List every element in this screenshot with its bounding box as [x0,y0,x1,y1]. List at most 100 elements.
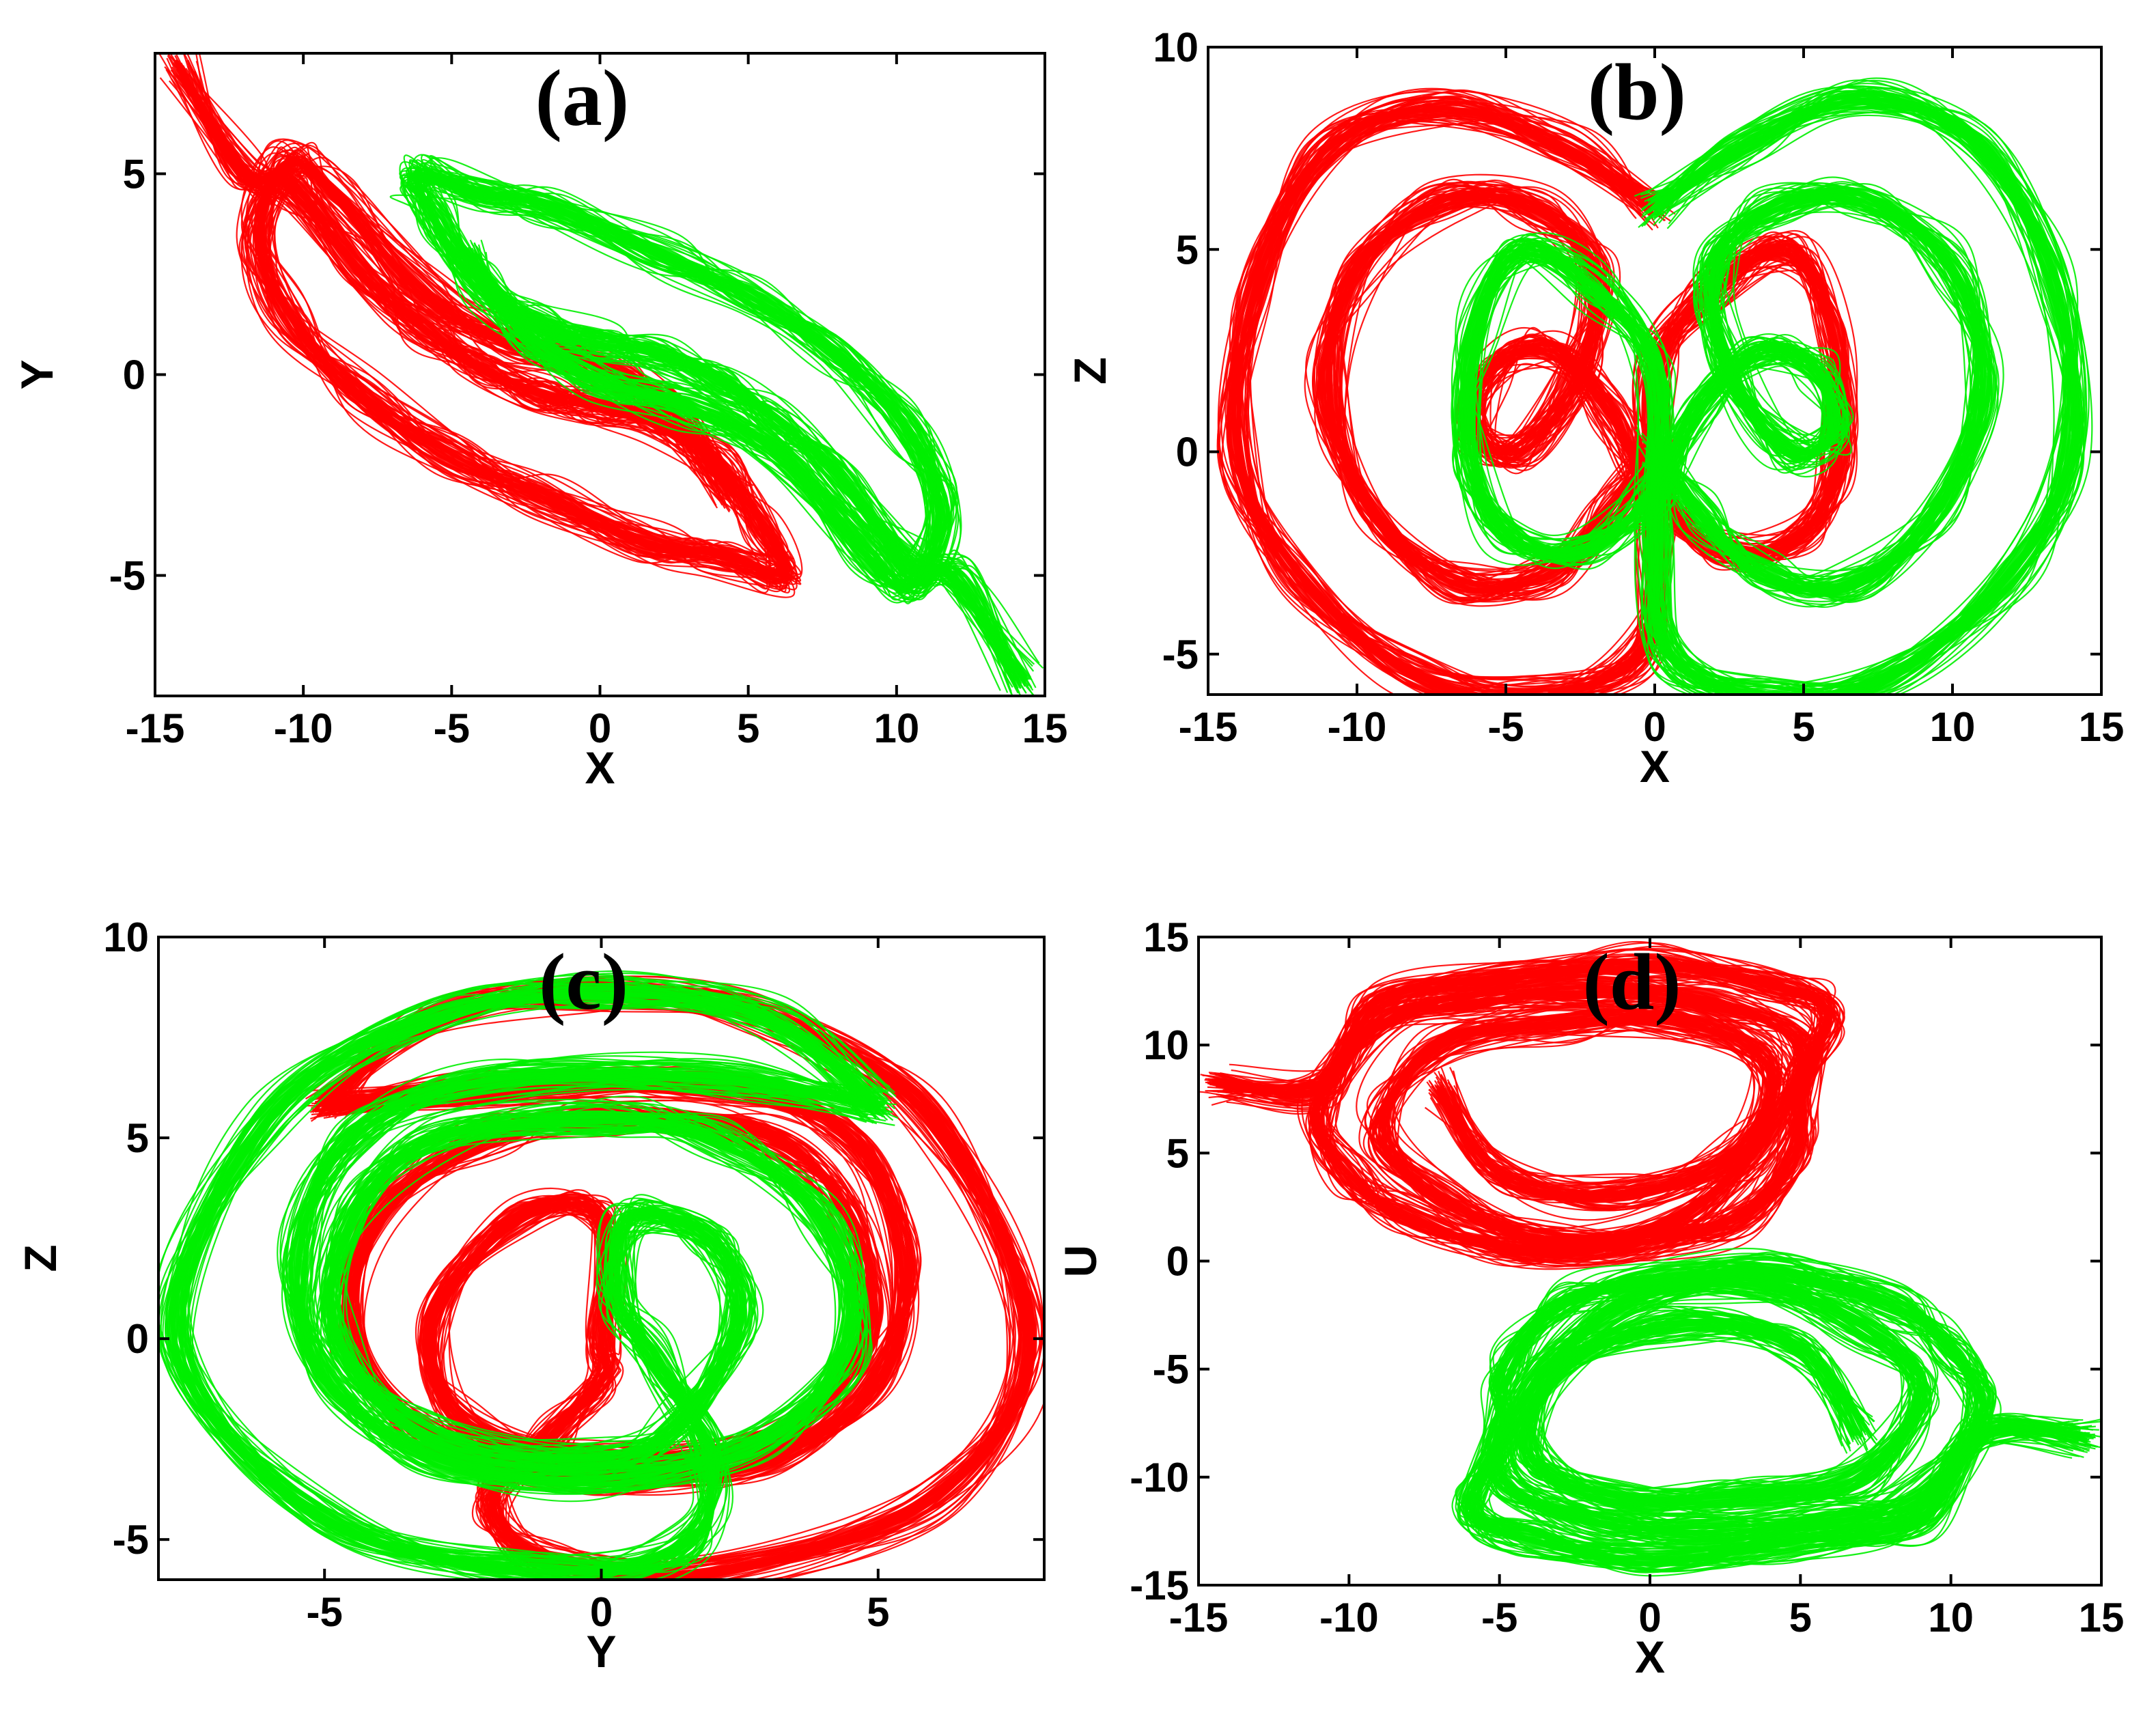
x-tick-label: 0 [1643,704,1666,750]
y-tick-label: 5 [1176,227,1199,272]
plot-area: -15 -10 -5 0 5 10 15 -5 0 5 10 X Z (b) [1065,25,2124,792]
x-tick-label: 10 [1930,704,1976,750]
trajectory-line [1451,77,2078,695]
trajectory-line [1218,116,1834,695]
y-tick-label: 0 [1176,430,1199,475]
x-axis-label: X [1640,741,1670,792]
trajectory-line [1472,86,2077,695]
y-tick-label: -5 [1162,632,1199,677]
trajectory-line [1466,1270,2092,1550]
trajectory-line [1460,102,2075,695]
trajectory-line [198,53,801,582]
trajectory-line [185,68,783,570]
panel-d: -15 -10 -5 0 5 10 15 -15 -10 -5 0 5 10 15 X U (d) [1055,914,2124,1682]
trajectory-line [1478,1272,2086,1557]
trajectory-line [191,1003,878,1580]
x-tick-label: 5 [1789,1595,1812,1640]
y-tick-label: -5 [109,553,145,599]
x-axis-label: Y [586,1626,616,1677]
trajectory-line [406,171,1013,681]
y-tick-label: 10 [1153,25,1199,70]
trajectory-line [1239,96,1846,695]
y-tick-label: -5 [113,1517,149,1563]
trajectory-line [410,173,1021,687]
series-green [1451,77,2093,695]
x-tick-label: -15 [1179,704,1238,750]
series-red [158,53,803,598]
y-tick-label: 5 [123,151,145,197]
panel-letter: (b) [1588,47,1686,137]
y-tick-label: 10 [103,914,149,960]
x-axis-label: X [585,742,615,793]
x-tick-label: 5 [737,705,759,751]
x-tick-label: 10 [1928,1595,1974,1640]
panel-letter: (a) [535,53,630,143]
series-green [1451,1247,2101,1577]
x-tick-label: -10 [274,705,333,751]
series-green [158,970,899,1580]
y-axis-label: Y [12,359,62,389]
x-tick-label: -15 [126,705,185,751]
trajectory-line [1464,94,2081,695]
x-tick-label: -10 [1328,704,1387,750]
trajectory-line [1237,89,1834,695]
y-tick-label: 0 [1166,1239,1189,1285]
trajectory-line [182,993,893,1580]
x-tick-label: -5 [1487,704,1524,750]
x-tick-label: 5 [1792,704,1815,750]
x-tick-label: 10 [873,705,919,751]
series-red [1216,87,1859,695]
trajectory-line [1459,1274,2081,1572]
series-red [1199,940,1845,1270]
plot-area: -15 -10 -5 0 5 10 15 -15 -10 -5 0 5 10 15 X U (d) [1055,914,2124,1682]
trajectory-line [399,170,1022,689]
x-tick-label: 0 [589,705,611,751]
x-tick-label: 15 [1022,705,1068,751]
trajectory-line [1229,102,1845,695]
series-green [389,154,1044,696]
trajectory-line [415,171,1023,681]
y-tick-label: 5 [126,1115,149,1161]
trajectory-line [190,68,790,593]
trajectory-line [1460,94,2080,695]
y-tick-label: 0 [123,352,145,398]
panel-a: -15 -10 -5 0 5 10 15 -5 0 5 X Y (a) [12,52,1067,793]
trajectory-line [421,184,1016,680]
y-tick-label: 10 [1143,1022,1189,1068]
y-tick-label: -10 [1130,1455,1189,1500]
trajectory-line [1464,106,2081,695]
trajectory-line [417,171,1033,681]
x-tick-label: -5 [307,1589,343,1635]
trajectory-line [427,169,1031,680]
x-tick-label: -5 [434,705,470,751]
trajectory-line [1243,89,1834,680]
x-tick-label: 0 [1638,1595,1661,1640]
y-tick-label: 15 [1143,914,1189,960]
trajectories [158,53,1044,696]
trajectory-line [404,178,1034,696]
y-tick-label: -5 [1153,1347,1189,1393]
panel-b: -15 -10 -5 0 5 10 15 -5 0 5 10 X Z (b) [1065,25,2124,792]
y-axis-label: Z [15,1244,66,1272]
trajectory-line [1209,963,1823,1246]
y-axis-label: U [1055,1245,1106,1278]
trajectory-line [167,983,870,1576]
x-tick-label: 5 [867,1589,889,1635]
panel-c: -5 0 5 -5 0 5 10 Y Z (c) [15,914,1046,1677]
panel-letter: (c) [539,937,628,1026]
trajectories [158,970,1044,1580]
trajectory-line [1227,105,1835,695]
trajectories [1216,77,2093,695]
panel-letter: (d) [1582,937,1681,1026]
trajectory-line [1479,83,2079,695]
trajectory-line [1217,958,1825,1257]
y-tick-label: 0 [126,1316,149,1362]
trajectory-line [167,55,803,581]
trajectory-line [171,973,897,1580]
x-tick-label: -10 [1319,1595,1379,1640]
x-tick-label: 15 [2079,704,2125,750]
trajectory-line [1237,109,1847,695]
y-tick-label: -15 [1130,1563,1189,1608]
trajectory-line [174,59,783,573]
